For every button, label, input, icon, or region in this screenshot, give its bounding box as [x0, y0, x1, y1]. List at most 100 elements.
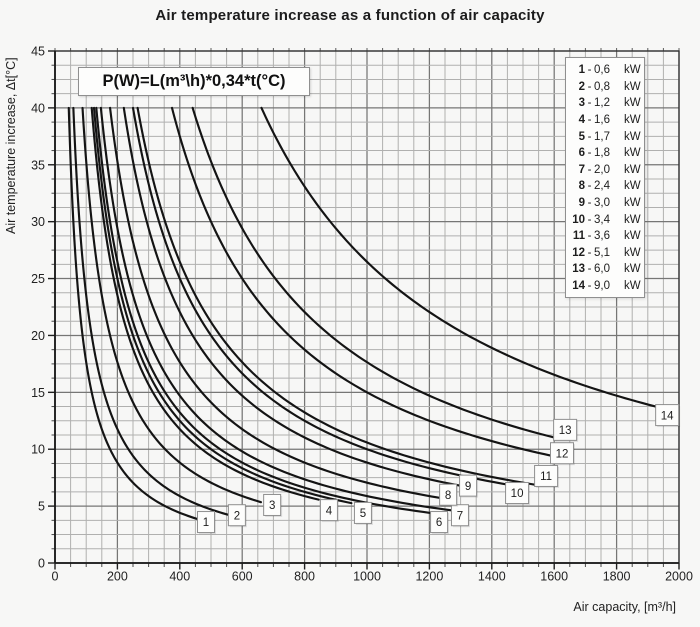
- legend-item-value: 3,6: [594, 230, 610, 243]
- legend-box: 1-0,6 kW 2-0,8 kW 3-1,2 kW 4-1,6 kW 5-1,7 kW 6-1,8…: [565, 57, 645, 298]
- x-tick-label: 1800: [603, 570, 631, 584]
- legend-item-separator: -: [587, 246, 592, 259]
- legend-item-unit: kW: [624, 163, 641, 176]
- legend-item-number: 1: [578, 64, 585, 77]
- legend-item: 6-1,8 kW: [569, 145, 644, 162]
- chart-title: Air temperature increase as a function o…: [155, 7, 545, 24]
- legend-item-number: 12: [572, 246, 585, 259]
- curve-label-box: [430, 511, 449, 534]
- legend-item-unit: kW: [624, 246, 641, 259]
- legend-item: 9-3,0 kW: [569, 195, 644, 212]
- legend-item-number: 3: [578, 97, 585, 110]
- curve-label-box: [227, 504, 246, 527]
- legend-item-unit: kW: [624, 230, 641, 243]
- legend-item-number: 11: [572, 230, 585, 243]
- x-tick-label: 2000: [665, 570, 693, 584]
- x-tick-label: 0: [52, 570, 59, 584]
- curve-label-number: 12: [556, 448, 569, 460]
- legend-item: 12-5,1 kW: [569, 245, 644, 262]
- legend-item-number: 10: [572, 213, 585, 226]
- y-tick-label: 40: [31, 101, 45, 115]
- legend-item-value: 6,0: [594, 263, 610, 276]
- legend-item-number: 13: [572, 263, 585, 276]
- legend-item-separator: -: [587, 114, 592, 127]
- curve-label-box: [534, 464, 559, 487]
- curve-label-box: [439, 483, 458, 506]
- curve-line-2: [72, 106, 231, 517]
- curve-label-box: [655, 404, 680, 427]
- y-tick-label: 25: [31, 272, 45, 286]
- legend-item: 3-1,2 kW: [569, 95, 644, 112]
- legend-item-value: 1,7: [594, 130, 610, 143]
- curve-line-9: [122, 106, 465, 488]
- x-tick-label: 1400: [478, 570, 506, 584]
- curve-label-number: 13: [559, 425, 572, 437]
- legend-item: 14-9,0 kW: [569, 278, 644, 295]
- legend-item-separator: -: [587, 97, 592, 110]
- legend-item-separator: -: [587, 64, 592, 77]
- legend-item-value: 1,6: [594, 114, 610, 127]
- x-tick-label: 1200: [415, 570, 443, 584]
- legend-item-unit: kW: [624, 197, 641, 210]
- x-tick-label: 800: [294, 570, 315, 584]
- legend-item-unit: kW: [624, 64, 641, 77]
- legend-item-unit: kW: [624, 147, 641, 160]
- formula-box: P(W)=L(m³\h)*0,34*t(°C): [78, 67, 310, 96]
- curve-line-12: [170, 106, 553, 457]
- curve-label-box: [553, 418, 578, 441]
- curve-label-box: [263, 493, 282, 516]
- curve-line-7: [99, 106, 456, 512]
- curve-line-4: [90, 106, 320, 501]
- legend-item-unit: kW: [624, 130, 641, 143]
- curve-label-box: [353, 501, 372, 524]
- curve-label-number: 10: [511, 488, 524, 500]
- curve-label-number: 8: [445, 490, 451, 502]
- curve-label-box: [459, 474, 478, 497]
- legend-item-separator: -: [587, 263, 592, 276]
- curve-line-10: [131, 106, 511, 486]
- legend-item-value: 9,0: [594, 280, 610, 293]
- curve-line-14: [260, 106, 662, 409]
- legend-item: 10-3,4 kW: [569, 211, 644, 228]
- legend-item-value: 5,1: [594, 246, 610, 259]
- legend-item-number: 4: [578, 114, 585, 127]
- curve-label-number: 7: [457, 510, 463, 522]
- legend-item-number: 9: [578, 197, 585, 210]
- curve-label-number: 5: [360, 508, 366, 520]
- legend-item: 11-3,6 kW: [569, 228, 644, 245]
- curve-line-8: [108, 106, 447, 500]
- legend-item-number: 8: [578, 180, 585, 193]
- legend-item-unit: kW: [624, 280, 641, 293]
- legend-item-separator: -: [587, 280, 592, 293]
- y-tick-label: 0: [38, 557, 45, 571]
- legend-item-separator: -: [587, 180, 592, 193]
- curve-label-number: 3: [269, 500, 275, 512]
- curve-label-number: 1: [203, 517, 209, 529]
- curve-label-box: [450, 504, 469, 527]
- x-axis-title: Air capacity, [m³/h]: [573, 600, 676, 614]
- legend-item: 13-6,0 kW: [569, 261, 644, 278]
- curve-line-5: [92, 106, 353, 505]
- curve-line-13: [191, 106, 556, 439]
- curve-label-box: [319, 499, 338, 522]
- curve-line-11: [136, 106, 539, 487]
- curve-label-number: 11: [540, 471, 552, 483]
- y-tick-label: 45: [31, 45, 45, 59]
- legend-item-number: 7: [578, 163, 585, 176]
- legend-item-value: 1,8: [594, 147, 610, 160]
- legend-item-separator: -: [587, 213, 592, 226]
- curve-label-box: [197, 511, 216, 534]
- curve-label-number: 6: [436, 517, 442, 529]
- curve-line-3: [81, 106, 262, 504]
- legend-item-unit: kW: [624, 180, 641, 193]
- x-tick-label: 200: [107, 570, 128, 584]
- legend-item: 8-2,4 kW: [569, 178, 644, 195]
- y-tick-label: 5: [38, 500, 45, 514]
- legend-item-number: 5: [578, 130, 585, 143]
- y-axis-title: Air temperature increase, Δt[°C]: [4, 57, 18, 235]
- x-tick-label: 1600: [540, 570, 568, 584]
- curve-label-number: 2: [234, 510, 240, 522]
- y-tick-label: 10: [31, 443, 45, 457]
